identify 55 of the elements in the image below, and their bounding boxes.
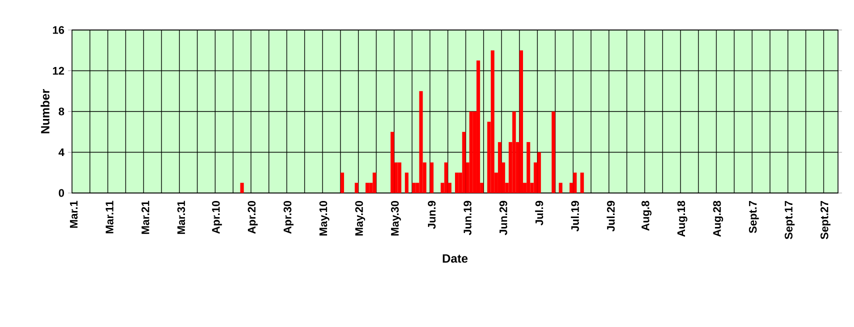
bar (537, 152, 541, 193)
bar (390, 132, 394, 193)
bar (340, 172, 344, 193)
bar (372, 172, 376, 193)
bar (476, 60, 480, 193)
bar (573, 172, 577, 193)
bar (526, 142, 530, 193)
x-tick-label: Aug.8 (642, 200, 652, 231)
bar (444, 162, 448, 193)
bar (366, 182, 370, 193)
x-tick-label: Mar.1 (70, 200, 78, 228)
y-tick-label: 0 (58, 189, 64, 197)
x-tick-label: May.10 (319, 200, 330, 236)
x-tick-label: Sept.27 (820, 201, 830, 240)
bar (490, 50, 494, 193)
bar (558, 182, 562, 193)
x-tick-label: Jun.19 (464, 200, 472, 236)
x-tick-label: Mar.11 (106, 200, 114, 234)
x-tick-label: Apr.20 (248, 200, 258, 234)
y-tick-label: 4 (58, 148, 64, 156)
bar (240, 182, 244, 193)
x-tick-label: Sept.17 (784, 201, 795, 240)
x-tick-label: Aug.28 (713, 200, 724, 237)
bar (519, 50, 524, 193)
x-tick-label: Aug.18 (677, 200, 688, 237)
bar (404, 172, 408, 193)
x-tick-label: Jun.29 (499, 200, 508, 236)
bar (469, 112, 473, 193)
x-tick-label: Jul.19 (570, 200, 579, 232)
bar (462, 132, 466, 193)
y-tick-label: 16 (52, 26, 64, 34)
x-tick-label: Jul.29 (606, 200, 615, 232)
x-tick-label: May.20 (355, 200, 366, 236)
x-tick-label: Apr.30 (284, 200, 294, 234)
bar (580, 172, 584, 193)
y-axis-title: Number (40, 89, 50, 134)
x-tick-label: Apr.10 (212, 200, 222, 234)
bar (455, 172, 459, 193)
y-tick-label: 12 (52, 66, 64, 75)
bar (512, 112, 516, 193)
x-tick-label: Jul.9 (535, 200, 544, 226)
bar (430, 162, 434, 193)
x-tick-label: Jun.9 (428, 200, 436, 229)
x-tick-label: Mar.21 (142, 200, 150, 234)
x-tick-label: Sept.7 (748, 201, 759, 234)
bar (419, 91, 423, 193)
x-tick-label: Mar.31 (177, 200, 186, 234)
bar (412, 182, 416, 193)
x-tick-label: May.30 (390, 200, 401, 236)
y-tick-label: 8 (58, 108, 64, 116)
bar (552, 112, 556, 193)
bar (498, 142, 502, 193)
bar (354, 182, 358, 193)
x-axis-title: Date (442, 254, 468, 263)
bar (398, 162, 402, 193)
